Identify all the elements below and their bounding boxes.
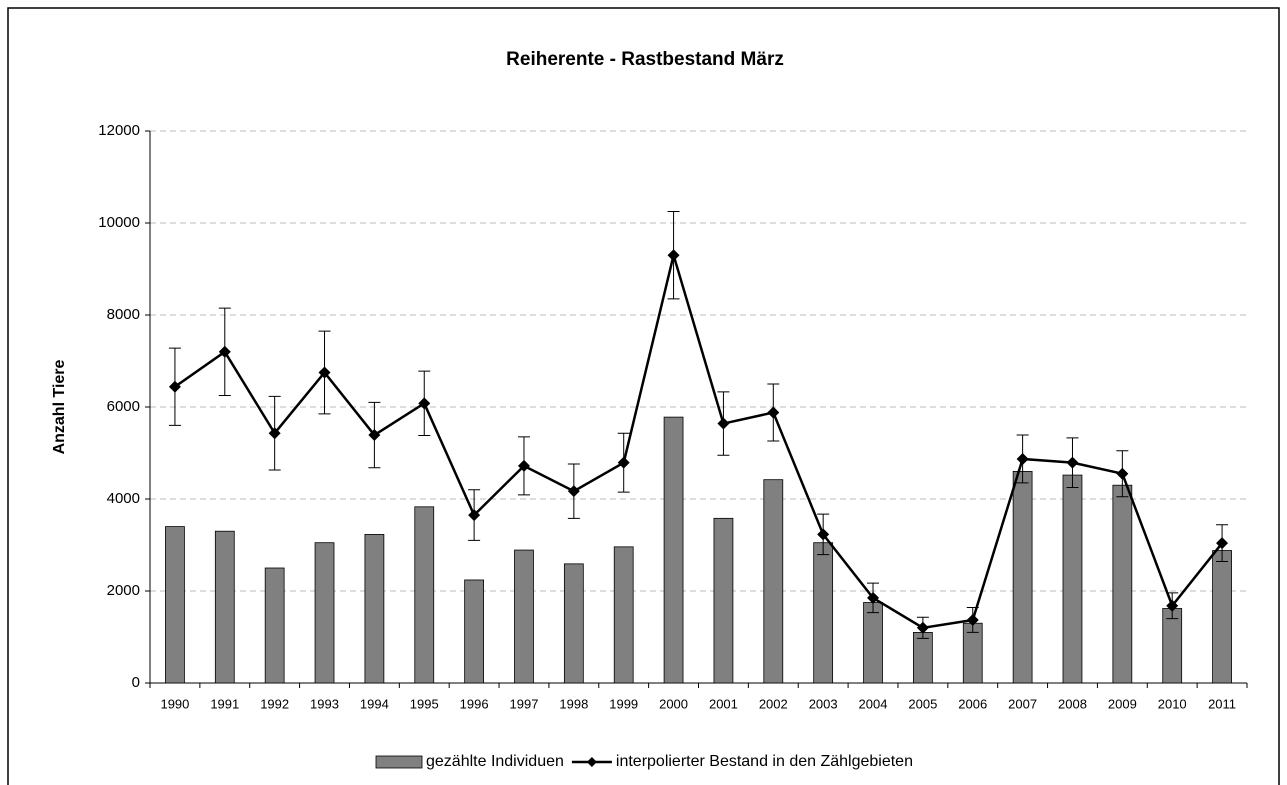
marker — [717, 417, 730, 430]
marker — [916, 621, 929, 634]
bar — [913, 632, 933, 684]
marker — [767, 406, 780, 419]
marker — [1066, 456, 1079, 469]
x-tick-label: 1997 — [510, 696, 539, 711]
x-tick-label: 2000 — [659, 696, 688, 711]
marker — [1216, 537, 1229, 550]
x-tick-label: 1993 — [310, 696, 339, 711]
bar — [663, 416, 684, 684]
marker — [667, 249, 680, 262]
marker — [966, 613, 979, 626]
x-tick-label: 1995 — [410, 696, 439, 711]
bar — [165, 526, 185, 684]
marker — [1116, 467, 1129, 480]
bar — [1062, 474, 1083, 684]
bar — [314, 542, 335, 684]
y-tick-label: 0 — [132, 674, 140, 691]
y-axis-label: Anzahl Tiere — [51, 359, 68, 454]
bar — [613, 546, 634, 684]
marker — [468, 509, 481, 522]
x-tick-label: 1991 — [210, 696, 239, 711]
marker — [168, 380, 181, 393]
bar — [563, 563, 584, 684]
y-tick-label: 12000 — [98, 122, 140, 139]
x-tick-label: 2011 — [1208, 696, 1236, 711]
bar — [264, 567, 285, 684]
chart-title: Reiherente - Rastbestand März — [506, 49, 784, 70]
x-tick-label: 1990 — [160, 696, 189, 711]
legend-label: interpolierter Bestand in den Zählgebiet… — [616, 753, 913, 770]
marker — [218, 345, 231, 358]
bar — [863, 602, 883, 684]
bar — [713, 517, 734, 684]
marker — [567, 485, 580, 498]
marker — [867, 591, 880, 604]
y-tick-label: 2000 — [107, 582, 140, 599]
x-tick-label: 2005 — [908, 696, 937, 711]
x-tick-label: 2007 — [1008, 696, 1037, 711]
bar — [1212, 550, 1232, 684]
marker — [368, 429, 381, 442]
x-tick-label: 2001 — [709, 696, 738, 711]
x-tick-label: 2003 — [809, 696, 838, 711]
legend-marker — [586, 757, 597, 767]
marker — [1016, 452, 1029, 465]
marker — [418, 397, 431, 410]
x-tick-label: 1994 — [360, 696, 389, 711]
y-tick-label: 4000 — [107, 490, 140, 507]
marker — [617, 456, 630, 469]
bar — [364, 534, 385, 684]
bar — [514, 549, 534, 684]
bar — [414, 506, 435, 684]
bar — [464, 579, 484, 684]
line — [174, 250, 1224, 630]
marker — [268, 427, 281, 440]
bar — [813, 542, 834, 684]
x-tick-label: 1998 — [559, 696, 588, 711]
y-tick-label: 8000 — [107, 306, 140, 323]
bar — [1112, 484, 1133, 684]
marker — [817, 528, 830, 541]
y-tick-label: 10000 — [98, 214, 140, 231]
x-tick-label: 1999 — [609, 696, 638, 711]
y-tick-label: 6000 — [107, 398, 140, 415]
bar — [763, 479, 784, 684]
x-tick-label: 1996 — [460, 696, 489, 711]
x-tick-label: 2002 — [759, 696, 788, 711]
x-tick-label: 2006 — [958, 696, 987, 711]
x-tick-label: 2009 — [1108, 696, 1137, 711]
x-tick-label: 2008 — [1058, 696, 1087, 711]
marker — [318, 366, 331, 379]
bar — [1162, 608, 1183, 684]
marker — [517, 459, 530, 472]
x-tick-label: 1992 — [260, 696, 289, 711]
x-tick-label: 2010 — [1158, 696, 1187, 711]
x-tick-label: 2004 — [859, 696, 888, 711]
legend-label: gezählte Individuen — [426, 753, 564, 770]
legend-swatch — [375, 755, 423, 769]
marker — [1166, 599, 1179, 612]
bar — [214, 530, 235, 684]
frame — [7, 7, 1280, 785]
bar — [1012, 470, 1033, 684]
